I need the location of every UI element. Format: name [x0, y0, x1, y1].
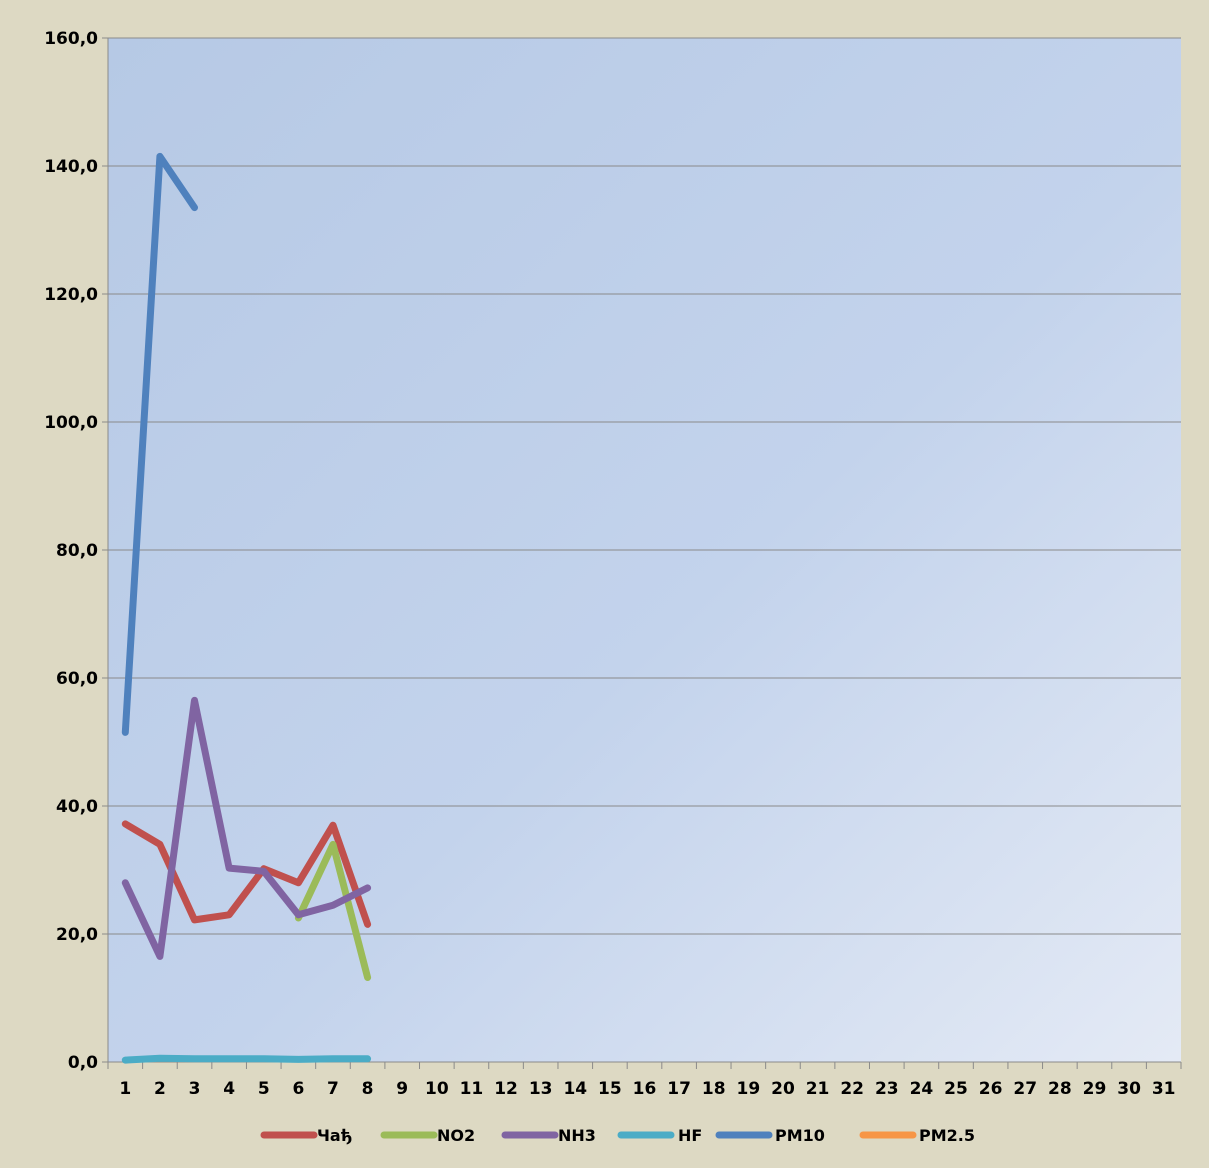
y-tick-label: 160,0	[44, 29, 98, 49]
x-tick-label: 25	[944, 1079, 968, 1099]
series-line	[294, 840, 372, 981]
series-line	[121, 1054, 372, 1064]
x-tick-label: 14	[563, 1079, 587, 1099]
x-tick-label: 21	[806, 1079, 830, 1099]
x-tick-label: 26	[979, 1079, 1003, 1099]
legend-item: NH3	[501, 1126, 596, 1145]
x-tick-label: 23	[875, 1079, 899, 1099]
x-tick-label: 27	[1013, 1079, 1037, 1099]
series-NH3	[121, 696, 372, 960]
axes: 0,0 20,0 40,0 60,0 80,0 100,0 120,0 140,0 160,0 1…	[44, 29, 1182, 1099]
y-tick-label: 20,0	[56, 925, 98, 945]
legend-item: PM2.5	[859, 1126, 975, 1145]
legend-label: HF	[678, 1126, 702, 1145]
series-PM10	[121, 152, 198, 736]
legend-label: NH3	[558, 1126, 596, 1145]
series-Чађ	[121, 820, 372, 928]
x-tick-label: 2	[154, 1079, 166, 1099]
y-tick-label: 60,0	[56, 669, 98, 689]
series-line	[121, 820, 372, 928]
series-line	[121, 152, 198, 736]
x-tick-label: 22	[840, 1079, 864, 1099]
x-tick-label: 28	[1048, 1079, 1072, 1099]
x-tick-label: 13	[529, 1079, 553, 1099]
x-tick-label: 31	[1152, 1079, 1176, 1099]
x-tick-label: 10	[425, 1079, 449, 1099]
x-tick-label: 6	[292, 1079, 304, 1099]
y-tick-label: 120,0	[44, 285, 98, 305]
x-tick-label: 3	[189, 1079, 201, 1099]
x-tick-label: 1	[119, 1079, 131, 1099]
y-tick-label: 0,0	[68, 1053, 98, 1073]
x-tick-label: 7	[327, 1079, 339, 1099]
x-tick-label: 24	[910, 1079, 934, 1099]
x-tick-label: 8	[362, 1079, 374, 1099]
x-tick-label: 15	[598, 1079, 622, 1099]
x-tick-label: 4	[223, 1079, 235, 1099]
series-lines	[121, 152, 372, 1064]
y-tick-label: 140,0	[44, 157, 98, 177]
legend: Чађ NO2 NH3 HF PM10 PM2.5	[260, 1126, 975, 1145]
y-tick-label: 80,0	[56, 541, 98, 561]
x-tick-label: 11	[460, 1079, 484, 1099]
legend-item: Чађ	[260, 1126, 352, 1145]
x-tick-label: 17	[667, 1079, 691, 1099]
y-tick-label: 100,0	[44, 413, 98, 433]
series-line	[121, 696, 372, 960]
x-tick-label: 19	[737, 1079, 761, 1099]
series-NO2	[294, 840, 372, 981]
gridlines	[108, 37, 1181, 935]
y-tick-label: 40,0	[56, 797, 98, 817]
x-tick-label: 9	[396, 1079, 408, 1099]
legend-item: PM10	[715, 1126, 825, 1145]
legend-item: HF	[617, 1126, 702, 1145]
legend-label: NO2	[437, 1126, 475, 1145]
x-tick-label: 12	[494, 1079, 518, 1099]
legend-label: PM10	[775, 1126, 825, 1145]
x-tick-label: 18	[702, 1079, 726, 1099]
series-HF	[121, 1054, 372, 1064]
x-tick-label: 30	[1117, 1079, 1141, 1099]
x-tick-label: 16	[633, 1079, 657, 1099]
x-tick-label: 5	[258, 1079, 270, 1099]
legend-item: NO2	[380, 1126, 475, 1145]
x-tick-label: 20	[771, 1079, 795, 1099]
legend-label: PM2.5	[919, 1126, 975, 1145]
x-tick-label: 29	[1083, 1079, 1107, 1099]
legend-label: Чађ	[317, 1126, 352, 1145]
